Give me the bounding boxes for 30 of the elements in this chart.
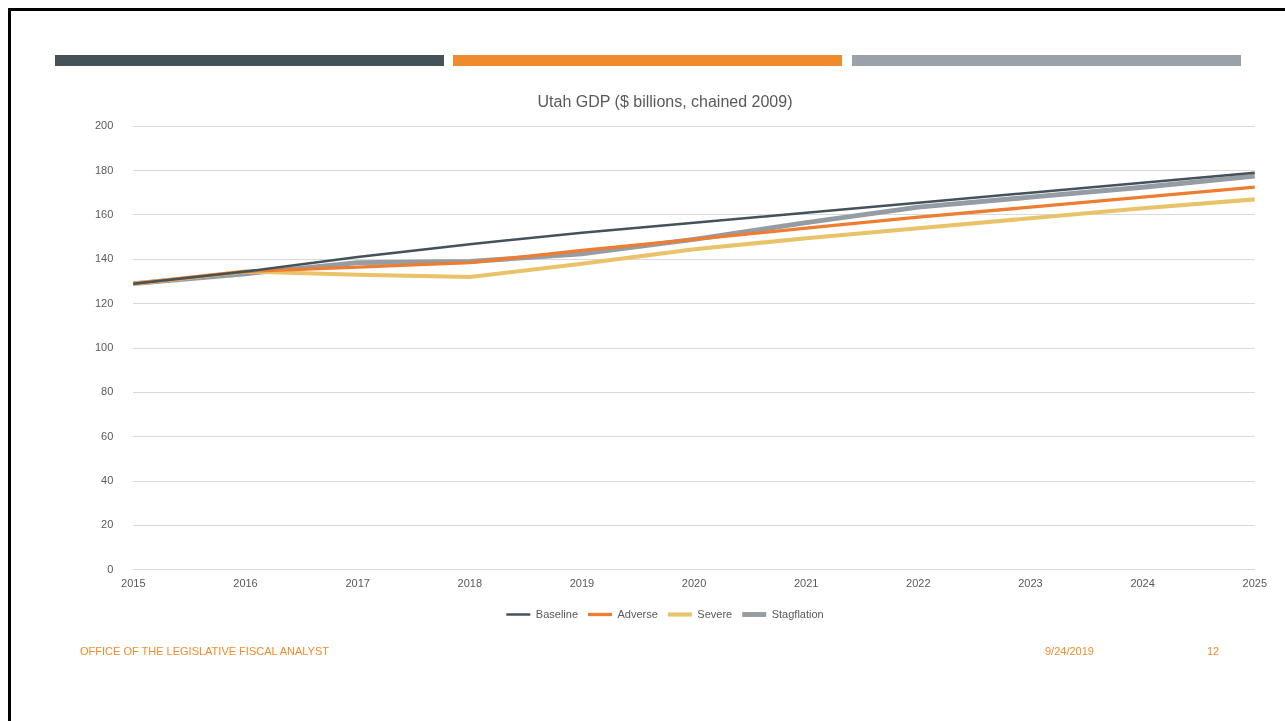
y-tick-label: 120 (94, 296, 114, 309)
y-tick-label: 20 (101, 518, 114, 531)
x-tick-label: 2023 (1018, 577, 1043, 590)
legend-label: Severe (697, 607, 733, 620)
y-tick-label: 180 (94, 163, 114, 176)
legend-label: Baseline (535, 607, 579, 620)
y-tick-label: 0 (107, 562, 114, 575)
y-tick-label: 80 (101, 385, 114, 398)
y-tick-label: 60 (101, 429, 114, 442)
y-tick-label: 200 (94, 119, 114, 132)
x-tick-label: 2016 (233, 577, 258, 590)
x-tick-label: 2025 (1242, 577, 1268, 590)
y-tick-label: 100 (94, 341, 114, 354)
legend-label: Stagflation (771, 607, 824, 620)
x-tick-label: 2019 (569, 577, 595, 590)
x-tick-label: 2018 (457, 577, 483, 590)
y-tick-label: 40 (101, 474, 114, 487)
y-tick-label: 140 (94, 252, 114, 265)
legend-label: Adverse (617, 607, 658, 620)
x-tick-label: 2020 (681, 577, 707, 590)
x-tick-label: 2021 (793, 577, 819, 590)
text: 9/24/2019 (1045, 645, 1094, 657)
text: OFFICE OF THE LEGISLATIVE FISCAL ANALYST (80, 645, 329, 657)
x-tick-label: 2022 (906, 577, 931, 590)
text: 12 (1207, 645, 1220, 657)
chart-title: Utah GDP ($ billions, chained 2009) (537, 93, 793, 111)
y-tick-label: 160 (94, 207, 114, 220)
x-tick-label: 2024 (1130, 577, 1155, 590)
x-tick-label: 2015 (121, 577, 146, 590)
x-tick-label: 2017 (345, 577, 370, 590)
